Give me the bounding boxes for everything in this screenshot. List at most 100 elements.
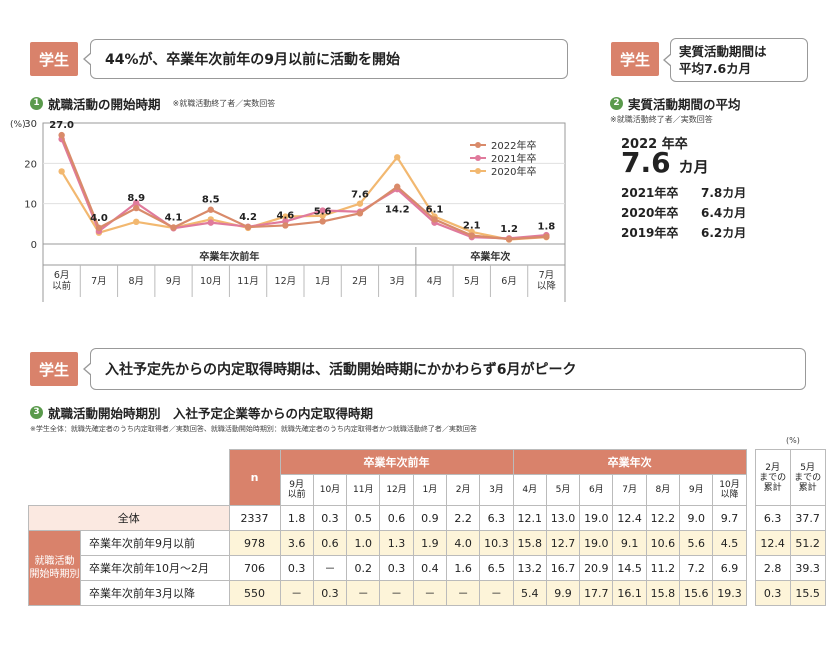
cumulative-cell: 2.8 [754, 555, 791, 581]
table-cell: 9.1 [612, 530, 647, 556]
data-label: 1.8 [537, 222, 555, 233]
table-cell: 0.6 [379, 505, 414, 531]
table3-title: 3 就職活動開始時期別 入社予定企業等からの内定取得時期 [30, 403, 373, 422]
avg-row: 2020年卒 6.4カ月 [621, 204, 746, 221]
table-cell: 0.5 [346, 505, 381, 531]
data-point [133, 204, 140, 212]
data-point [431, 216, 438, 223]
table-row: 卒業年次前年10月～2月 706 0.3 － 0.2 0.3 0.4 1.6 6.5 13.2 16… [29, 555, 826, 581]
avg-row-year: 2021年卒 [621, 186, 679, 200]
data-point [170, 224, 177, 231]
chart1-title-text: 就職活動の開始時期 [48, 97, 161, 112]
table-cell: 4.0 [445, 530, 481, 556]
data-label: 4.6 [276, 210, 294, 221]
table-row: 全体 2337 1.8 0.3 0.5 0.6 0.9 2.2 6.3 12.1 13.0 19.0 1… [28, 505, 826, 531]
cumulative-cell: 39.3 [789, 555, 826, 581]
data-label: 4.2 [239, 212, 257, 223]
data-point [319, 218, 326, 225]
month-header: 6月 [579, 474, 614, 506]
table-cell: 15.8 [645, 580, 681, 606]
table-cell: 0.6 [312, 530, 348, 556]
gap [746, 581, 755, 606]
table-row: 就職活動 開始時期別 卒業年次前年9月以前 978 3.6 0.6 1.0 1.3 1.9 4.0… [28, 530, 826, 606]
table-cell: 5.6 [679, 530, 714, 556]
table-row: 卒業年次前年3月以降 550 － 0.3 －－－－－ 5.4 9.9 17.7 16.1 15.8… [29, 580, 826, 606]
table-cell: － [445, 580, 481, 606]
legend-label: 2021年卒 [491, 152, 536, 165]
table-cell: 1.9 [412, 530, 447, 556]
table-cell: 0.2 [346, 555, 381, 581]
avg-history: 2021年卒 7.8カ月 2020年卒 6.4カ月 2019年卒 6.2カ月 [621, 184, 746, 241]
corner [81, 450, 230, 475]
table-cell: 12.7 [545, 530, 581, 556]
data-label: 5.6 [314, 206, 332, 217]
x-tick-label: 4月 [427, 276, 443, 287]
table-cell: 12.1 [512, 505, 547, 531]
legend-marker [475, 142, 481, 148]
data-point [282, 213, 289, 220]
table-cell: 0.3 [279, 555, 314, 581]
headline-offer-timing: 入社予定先からの内定取得時期は、活動開始時期にかかわらず6月がピーク [83, 348, 806, 390]
student-tag: 学生 [30, 42, 78, 76]
table-cell: 6.5 [479, 555, 514, 581]
n-cell: 978 [228, 530, 281, 556]
row-group-label: 就職活動 開始時期別 [28, 530, 81, 606]
table-cell: 19.3 [712, 580, 747, 606]
data-label: 14.2 [385, 205, 410, 216]
avg-row: 2019年卒 6.2カ月 [621, 224, 746, 241]
table-cell: － [412, 580, 447, 606]
gap [746, 531, 755, 556]
x-tick-label: 3月 [389, 276, 405, 287]
table-cell: 10.3 [479, 530, 514, 556]
month-header: 12月 [379, 474, 414, 506]
table-cell: 16.7 [545, 555, 581, 581]
avg-row-value: 6.2カ月 [701, 226, 747, 240]
data-label: 6.1 [426, 204, 444, 215]
section-number-3: 3 [30, 406, 43, 419]
data-label: 4.0 [90, 213, 108, 224]
cumulative-cell: 37.7 [789, 505, 826, 531]
corner [81, 475, 230, 506]
table-cell: － [379, 580, 414, 606]
x-tick-label: 7月 [539, 270, 555, 281]
avg-main-value: 7.6 カ月 [621, 146, 709, 179]
offer-timing-grid: n 卒業年次前年 卒業年次 2月 までの 累計 5月 までの 累計 9月 以前 10月 11月 12月 1月… [28, 449, 826, 606]
data-label: 7.6 [351, 190, 369, 201]
group-header-prev-year: 卒業年次前年 [279, 449, 514, 475]
table-cell: 11.2 [645, 555, 681, 581]
cumulative-header: 2月 までの 累計 [754, 449, 791, 506]
table-cell: 15.8 [512, 530, 547, 556]
y-tick-label: 0 [31, 240, 37, 251]
chart1-title: 1 就職活動の開始時期 ※就職活動終了者／実数回答 [30, 94, 275, 113]
gap [746, 450, 755, 475]
table-cell: 0.3 [312, 505, 348, 531]
table-cell: 1.8 [279, 505, 314, 531]
row-label: 卒業年次前年10月～2月 [80, 555, 230, 581]
table-cell: 10.6 [645, 530, 681, 556]
gap [746, 475, 755, 506]
cumulative-cell: 12.4 [754, 530, 791, 556]
data-label: 4.1 [165, 212, 183, 223]
table-cell: 5.4 [512, 580, 547, 606]
data-point [468, 232, 475, 239]
legend-marker [475, 168, 481, 174]
avg-row-value: 6.4カ月 [701, 206, 747, 220]
month-header: 11月 [346, 474, 381, 506]
row-label: 卒業年次前年9月以前 [80, 530, 230, 556]
table-cell: 0.4 [412, 555, 447, 581]
plot-frame [42, 122, 566, 302]
x-tick-label: 以前 [52, 280, 71, 292]
data-label: 27.0 [49, 120, 74, 131]
table-cell: 13.2 [512, 555, 547, 581]
table-cell: 7.2 [679, 555, 714, 581]
corner [29, 475, 81, 506]
n-cell: 550 [228, 580, 281, 606]
headline-activity-period: 実質活動期間は 平均7.6カ月 [663, 38, 808, 82]
table-cell: － [279, 580, 314, 606]
legend-label: 2020年卒 [491, 165, 536, 178]
y-unit-label: (%) [10, 120, 26, 130]
table-cell: 12.4 [612, 505, 647, 531]
corner [29, 450, 81, 475]
gap [746, 556, 755, 581]
headline-start-timing: 44%が、卒業年次前年の9月以前に活動を開始 [83, 39, 568, 79]
